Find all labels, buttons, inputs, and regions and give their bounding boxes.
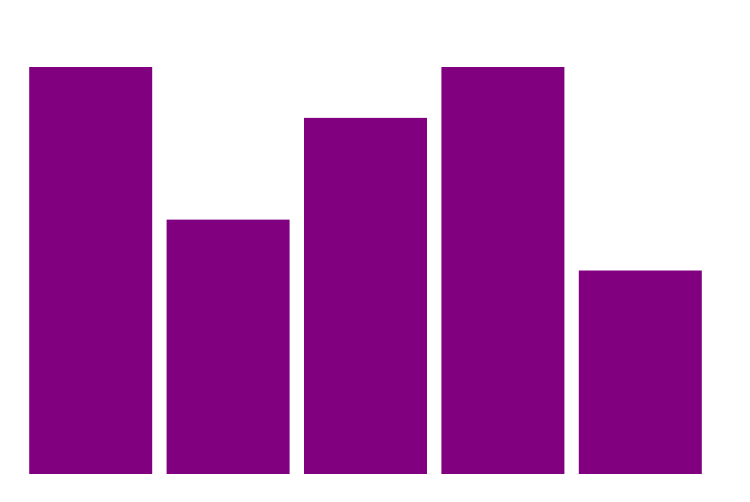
bar: [29, 67, 153, 474]
bar: [166, 219, 290, 474]
bar: [441, 67, 565, 474]
bar: [303, 117, 428, 474]
bar: [578, 270, 702, 474]
